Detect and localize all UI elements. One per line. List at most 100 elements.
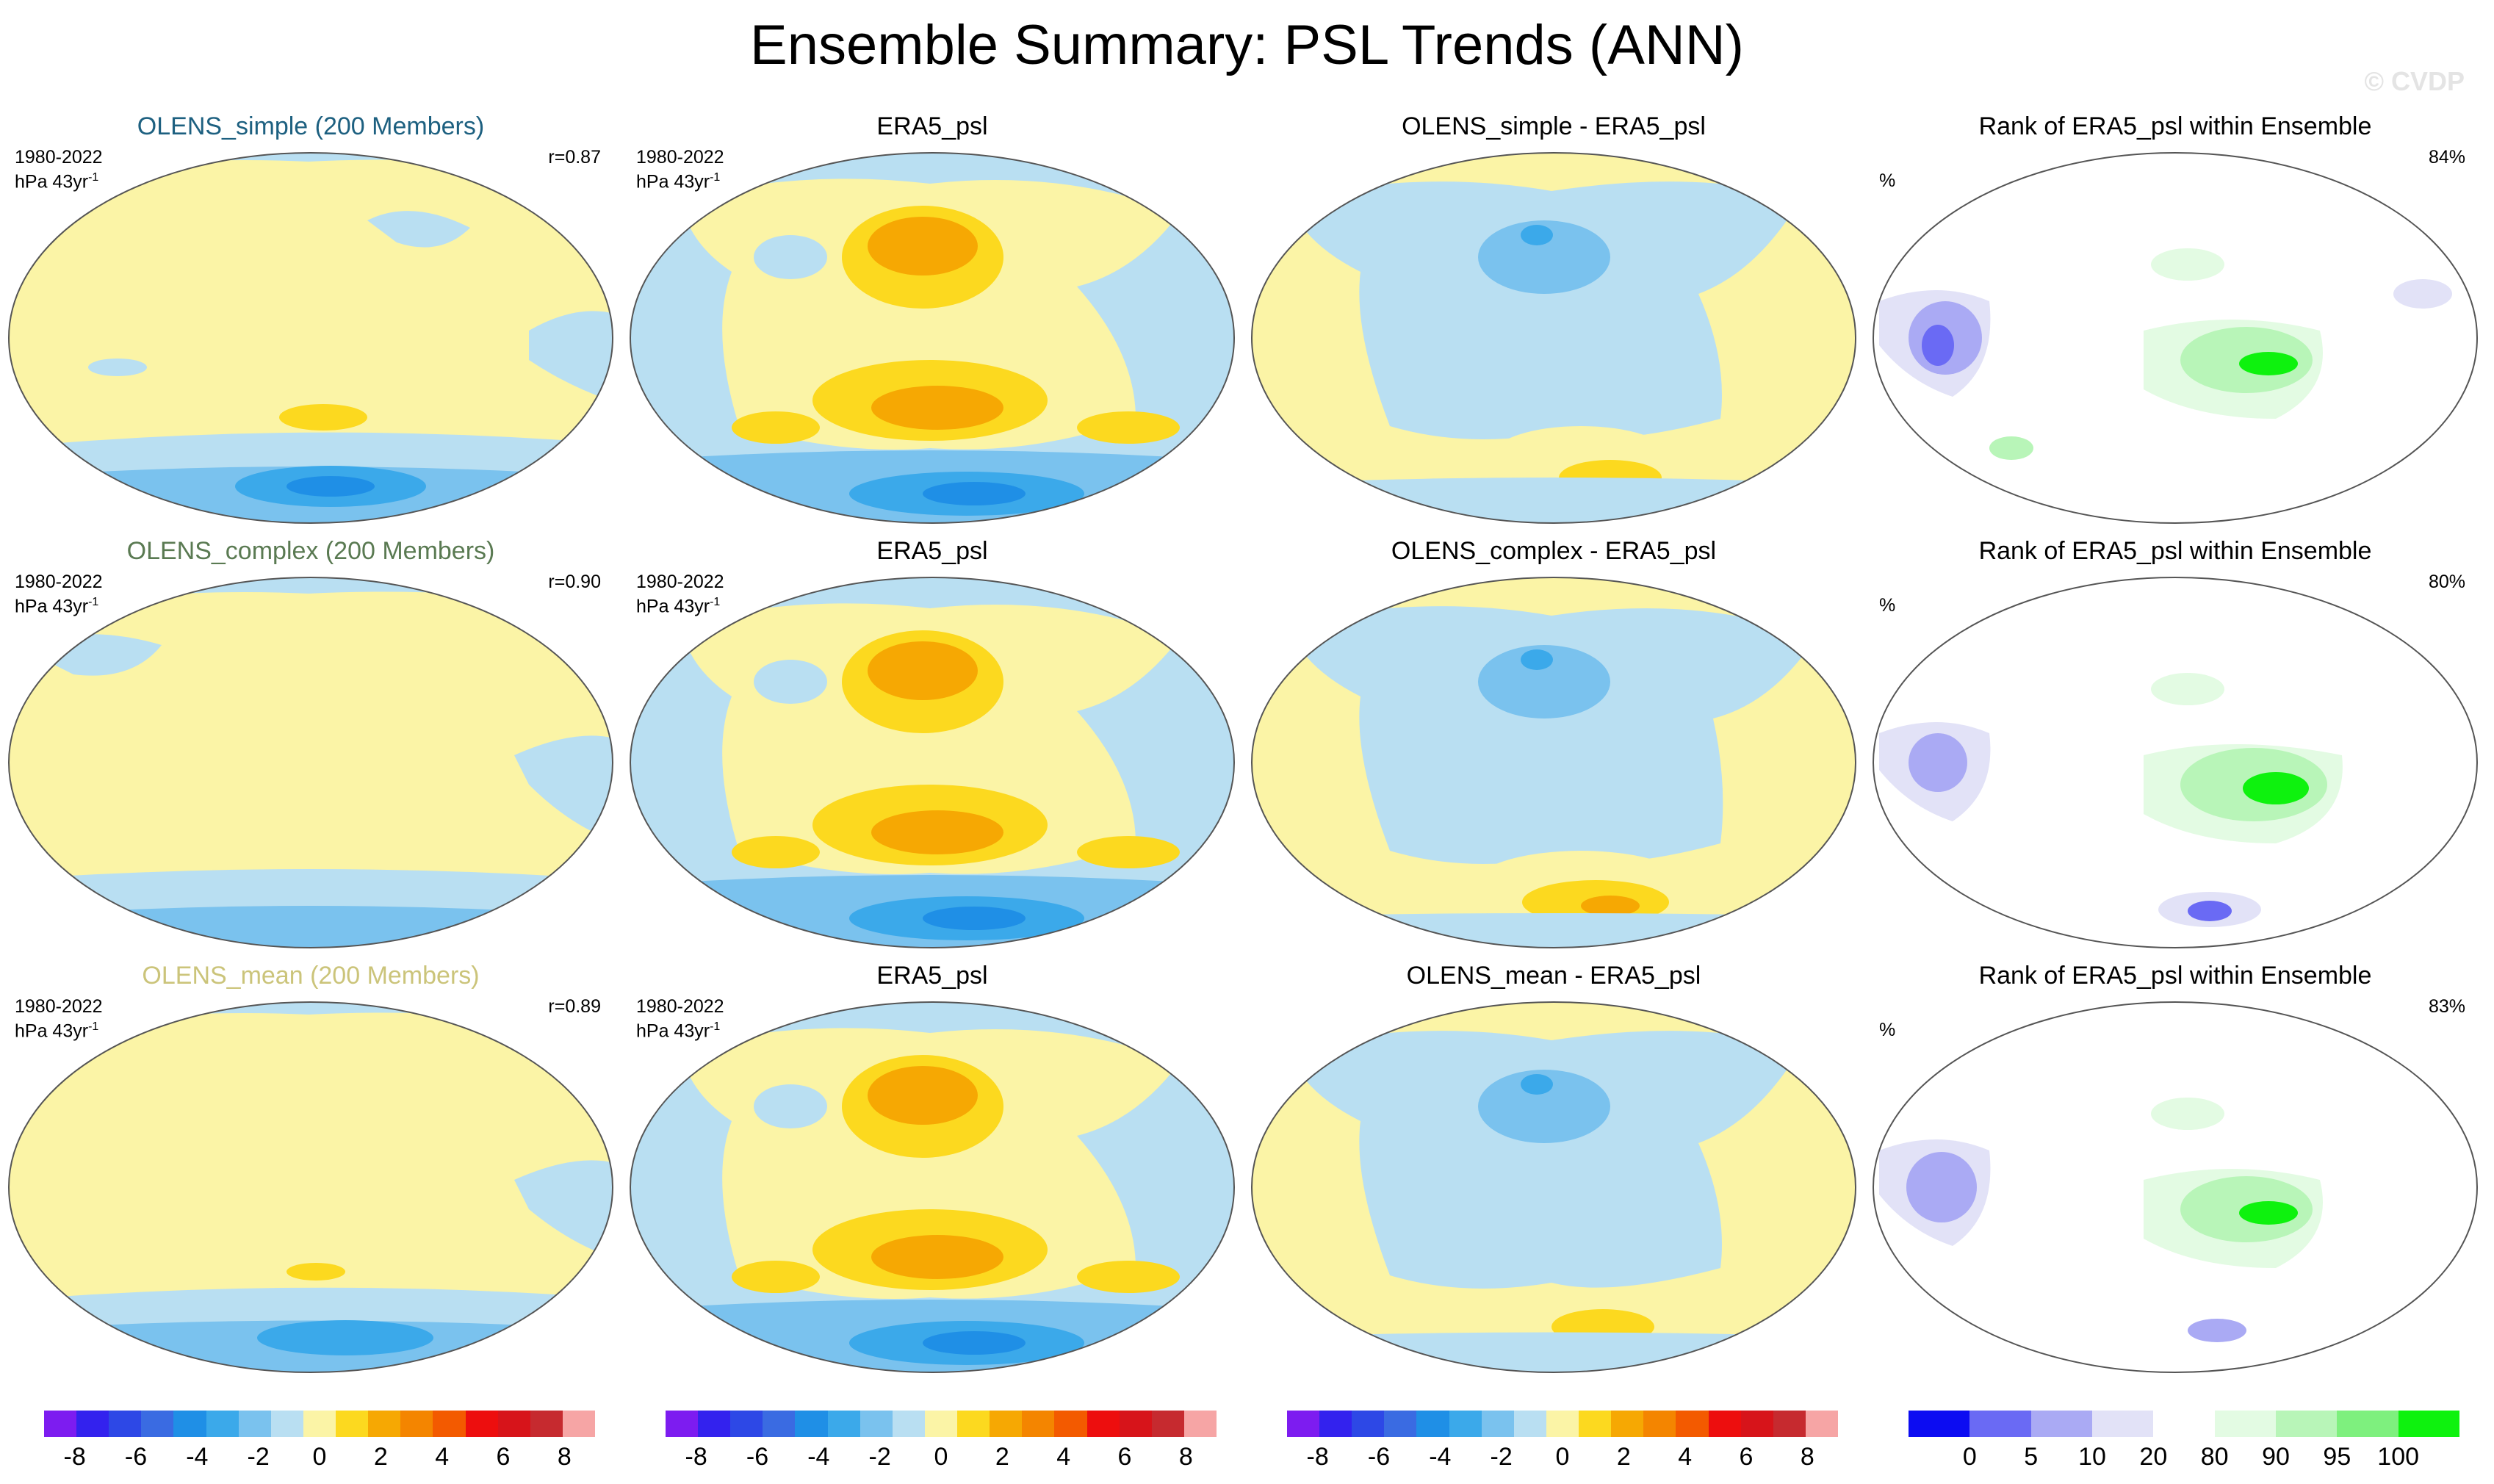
panel-diff-row2: OLENS_complex - ERA5_psl: [1243, 535, 1864, 951]
colorbar-box: [238, 1411, 271, 1437]
panel-diff-row3: OLENS_mean - ERA5_psl: [1243, 959, 1864, 1375]
period-label: 1980-2022: [15, 996, 103, 1017]
period-label: 1980-2022: [636, 996, 724, 1017]
units-label: hPa 43yr-1: [15, 596, 99, 617]
panel-rank-row1: Rank of ERA5_psl within Ensemble % 84%: [1864, 110, 2486, 526]
trend-meta: 1980-2022 hPa 43yr-1: [636, 996, 724, 1041]
colorbar-tick-label: 8: [1178, 1443, 1193, 1471]
trend-meta: 1980-2022 hPa 43yr-1: [636, 147, 724, 192]
period-label: 1980-2022: [636, 147, 724, 168]
units-label: hPa 43yr-1: [636, 1020, 721, 1042]
colorbar-box: [666, 1411, 699, 1437]
colorbar-tick-label: 95: [2323, 1443, 2351, 1471]
correlation-label: r=0.87: [548, 147, 601, 168]
colorbar-tick-label: -6: [124, 1443, 148, 1471]
colorbar-box: [1708, 1411, 1741, 1437]
colorbar-box: [1384, 1411, 1417, 1437]
panel-rank-row2: Rank of ERA5_psl within Ensemble % 80%: [1864, 535, 2486, 951]
diff-title: OLENS_mean - ERA5_psl: [1406, 962, 1701, 990]
colorbar-box: [827, 1411, 860, 1437]
colorbar-tick-label: 0: [1555, 1443, 1570, 1471]
colorbar-tick-label: 8: [1800, 1443, 1814, 1471]
units-label: hPa 43yr-1: [636, 171, 721, 192]
colorbar-tick-label: -6: [746, 1443, 769, 1471]
colorbar-box: [892, 1411, 925, 1437]
colorbar-box: [1611, 1411, 1644, 1437]
colorbar-box: [1352, 1411, 1385, 1437]
colorbar-box: [1086, 1411, 1120, 1437]
colorbar-tick-label: 6: [496, 1443, 511, 1471]
colorbar-box: [2030, 1411, 2092, 1437]
colorbar-tick-label: 0: [934, 1443, 948, 1471]
colorbar-tick-label: 8: [557, 1443, 572, 1471]
colorbar-box: [562, 1411, 595, 1437]
percent-symbol: %: [1879, 1020, 1896, 1040]
diff-map: [1251, 577, 1856, 948]
trend-meta: 1980-2022 hPa 43yr-1: [15, 572, 103, 616]
panel-ens-row2: OLENS_complex (200 Members) 1980-2022 hP…: [0, 535, 621, 951]
obs-title: ERA5_psl: [876, 962, 988, 990]
colorbar-box: [433, 1411, 466, 1437]
colorbar-box: [336, 1411, 369, 1437]
diff-title: OLENS_complex - ERA5_psl: [1391, 537, 1717, 565]
colorbar-box: [206, 1411, 239, 1437]
colorbar-box: [924, 1411, 958, 1437]
colorbar-tick-label: 10: [2078, 1443, 2106, 1471]
colorbar-box: [1546, 1411, 1579, 1437]
panel-ens-row3: OLENS_mean (200 Members) 1980-2022 hPa 4…: [0, 959, 621, 1375]
colorbar-box: [859, 1411, 893, 1437]
trend-meta: 1980-2022 hPa 43yr-1: [636, 572, 724, 616]
colorbar-tick-label: 4: [1678, 1443, 1693, 1471]
panel-rank-row3: Rank of ERA5_psl within Ensemble % 83%: [1864, 959, 2486, 1375]
ens-map: [8, 152, 613, 524]
ens-title: OLENS_simple (200 Members): [137, 112, 485, 140]
colorbar-box: [1416, 1411, 1449, 1437]
colorbar-tick-label: -2: [247, 1443, 270, 1471]
colorbar-box: [2214, 1411, 2276, 1437]
colorbar-tick-label: 0: [312, 1443, 327, 1471]
rank-percent: 83%: [2428, 996, 2465, 1017]
colorbar-box: [730, 1411, 763, 1437]
colorbar-box: [1969, 1411, 2031, 1437]
colorbar-box: [1909, 1411, 1970, 1437]
units-label: hPa 43yr-1: [636, 596, 721, 617]
rank-title: Rank of ERA5_psl within Ensemble: [1978, 112, 2372, 140]
colorbar-tick-label: 2: [995, 1443, 1009, 1471]
units-label: hPa 43yr-1: [15, 1020, 99, 1042]
rank-map: [1873, 577, 2478, 948]
colorbar-box: [1481, 1411, 1514, 1437]
colorbar-box: [1183, 1411, 1217, 1437]
colorbar-box: [1022, 1411, 1055, 1437]
cvdp-watermark: © CVDP: [2364, 66, 2465, 96]
period-label: 1980-2022: [15, 572, 103, 592]
colorbar-box: [368, 1411, 401, 1437]
panel-obs-row1: ERA5_psl 1980-2022 hPa 43yr-1: [621, 110, 1243, 526]
colorbar-box: [2153, 1411, 2215, 1437]
diff-title: OLENS_simple - ERA5_psl: [1402, 112, 1706, 140]
colorbar-tick-label: -4: [1429, 1443, 1452, 1471]
colorbar-box: [1676, 1411, 1709, 1437]
ens-title: OLENS_complex (200 Members): [126, 537, 495, 565]
obs-map: [630, 152, 1235, 524]
colorbar-box: [1773, 1411, 1806, 1437]
colorbar-tick-label: -4: [807, 1443, 830, 1471]
ens-map: [8, 1001, 613, 1373]
diff-map: [1251, 152, 1856, 524]
colorbar-tick-label: 5: [2024, 1443, 2039, 1471]
colorbar-box: [1119, 1411, 1152, 1437]
colorbar-tick-label: -2: [868, 1443, 891, 1471]
percent-symbol: %: [1879, 170, 1896, 191]
colorbar-box: [1054, 1411, 1087, 1437]
colorbar-box: [1151, 1411, 1184, 1437]
colorbar-box: [698, 1411, 731, 1437]
colorbar-box: [270, 1411, 303, 1437]
correlation-label: r=0.90: [548, 572, 601, 592]
colorbar-box: [1805, 1411, 1838, 1437]
obs-map: [630, 577, 1235, 948]
colorbar-tick-label: 90: [2262, 1443, 2290, 1471]
colorbar-box: [1643, 1411, 1676, 1437]
colorbar-box: [1449, 1411, 1482, 1437]
colorbar-tick-label: 2: [1616, 1443, 1631, 1471]
colorbar-box: [530, 1411, 563, 1437]
colorbar-tick-label: -2: [1490, 1443, 1513, 1471]
